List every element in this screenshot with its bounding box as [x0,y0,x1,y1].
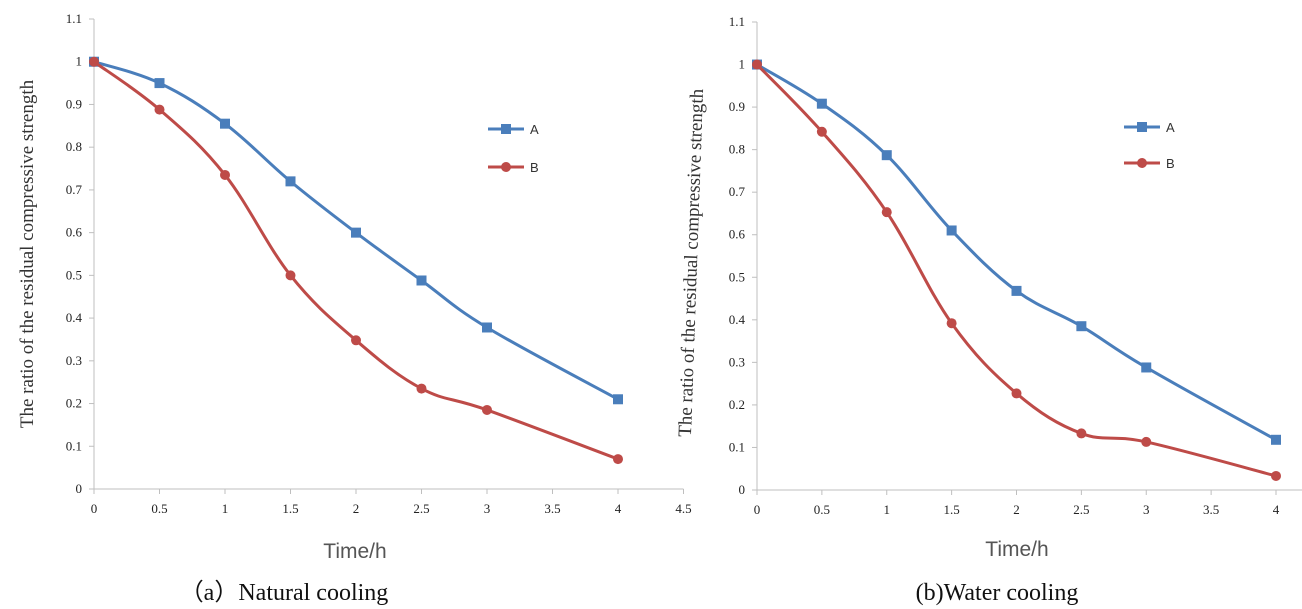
x-tick-label: 2.5 [1073,502,1089,517]
x-axis-label: Time/h [323,540,386,563]
series-B-point [482,404,492,415]
series-B-point [416,383,427,394]
series-A-point [881,150,892,161]
series-A-point [1011,285,1022,296]
series-B-point [881,207,892,218]
legend-B-label: B [1166,156,1175,171]
chart-a: 0 0.1 0.2 0.3 0.4 0.5 0.6 0.7 0.8 0.9 1 1.1 0 0.5 1 1.5… [17,11,692,606]
series-A-point [285,176,296,187]
x-tick-label: 2.5 [413,501,429,516]
series-B-point [285,270,296,281]
series-B-point [1011,388,1022,399]
x-tick-label: 2 [353,501,360,516]
x-tick-label: 1 [222,501,229,516]
x-tick-label: 4 [615,501,622,516]
x-tick-label: 3.5 [1203,502,1219,517]
legend-A-label: A [1166,120,1175,135]
chart-b: 0 0.1 0.2 0.3 0.4 0.5 0.6 0.7 0.8 0.9 1 1.1 0 0.5 1 1.5… [675,14,1302,606]
y-tick-label: 0.2 [729,397,745,412]
x-tick-label: 1 [884,502,891,517]
x-tick-label: 3.5 [544,501,560,516]
x-tick-label: 1.5 [282,501,298,516]
y-axis-label: The ratio of the residual compressive st… [17,79,38,428]
y-axis-label: The ratio of the residual compressive st… [675,88,708,437]
series-B-point [1076,428,1087,439]
series-A-point [351,227,361,238]
legend-A-label: A [530,122,539,137]
y-tick-label: 1.1 [66,11,82,26]
y-tick-label: 1 [739,57,746,72]
x-tick-label: 4 [1273,502,1280,517]
y-tick-label: 0.5 [729,269,745,284]
y-tick-label: 0.8 [729,142,745,157]
chart-caption: （a）Natural cooling [180,580,389,606]
series-A-point [482,322,492,333]
y-tick-label: 0.7 [66,182,83,197]
y-tick-label: 0 [739,482,746,497]
x-axis-label: Time/h [985,538,1048,561]
legend-B-marker [501,162,511,172]
x-tick-label: 2 [1013,502,1020,517]
y-tick-label: 0.4 [729,312,746,327]
legend-A-marker [501,124,511,134]
y-tick-label: 1 [76,54,83,69]
series-A-point [1271,434,1281,445]
y-tick-label: 0.8 [66,139,82,154]
series-A-line [756,63,1277,442]
legend-B-label: B [530,160,539,175]
series-B-point [154,104,165,115]
series-A-point [1076,321,1087,332]
series-A-point [816,98,827,109]
legend-A-marker [1137,122,1147,132]
series-B-point [613,454,623,465]
series-A-point [416,275,427,286]
y-tick-label: 0.9 [66,96,82,111]
series-B-point [89,56,99,67]
y-tick-label: 0.6 [729,227,746,242]
x-tick-label: 3 [484,501,491,516]
series-A-point [154,78,165,89]
series-B-line [93,60,619,461]
series-A-point [220,118,230,129]
y-tick-label: 0.6 [66,225,83,240]
chart-caption: (b)Water cooling [916,580,1079,606]
x-tick-label: 0.5 [151,501,167,516]
x-tick-label: 0.5 [814,502,830,517]
y-tick-label: 0.9 [729,99,745,114]
series-B-line [755,63,1277,478]
x-tick-label: 0 [754,502,761,517]
y-tick-label: 1.1 [729,14,745,29]
y-tick-label: 0 [76,481,83,496]
series-B-point [220,169,230,180]
series-B-point [946,318,957,329]
series-B-point [1141,436,1152,447]
y-tick-label: 0.3 [66,353,82,368]
y-tick-label: 0.3 [729,354,745,369]
series-A-point [613,394,623,405]
y-tick-label: 0.1 [729,439,745,454]
x-tick-label: 4.5 [675,501,691,516]
series-B-point [816,126,827,137]
series-B-point [351,335,361,346]
y-tick-label: 0.2 [66,396,82,411]
series-B-point [752,59,762,70]
x-tick-label: 0 [91,501,98,516]
x-tick-label: 1.5 [944,502,960,517]
x-tick-label: 3 [1143,502,1150,517]
series-A-point [1141,362,1152,373]
series-B-point [1271,470,1281,481]
y-tick-label: 0.5 [66,267,82,282]
y-tick-label: 0.4 [66,310,83,325]
legend-B-marker [1137,158,1147,168]
y-tick-label: 0.1 [66,438,82,453]
series-A-point [946,225,957,236]
y-tick-label: 0.7 [729,184,746,199]
